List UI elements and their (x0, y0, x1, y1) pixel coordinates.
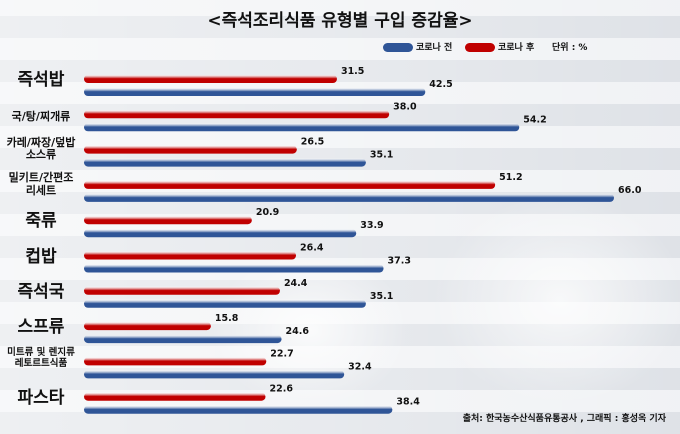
bar-before (84, 335, 282, 344)
unit-label: 단위 : % (552, 43, 588, 53)
value-label-before: 24.6 (286, 326, 310, 337)
value-label-after: 51.2 (499, 172, 522, 183)
category-label: 미트류 및 렌지류 레토르트식품 (7, 347, 75, 370)
value-label-before: 66.0 (618, 185, 642, 196)
value-label-after: 26.4 (300, 243, 324, 254)
bar-after (84, 392, 266, 401)
value-label-before: 38.4 (396, 397, 420, 408)
category-label: 밀키트/간편조 리세트 (8, 170, 74, 197)
source-credit: 출처: 한국농수산식품유통공사 , 그래픽 : 홍성옥 기자 (462, 414, 666, 424)
value-label-after: 22.6 (269, 384, 293, 395)
value-label-before: 35.1 (370, 291, 393, 302)
legend-swatch-after (465, 43, 495, 52)
bar-after (84, 322, 211, 331)
bar-before (84, 229, 357, 238)
legend-item-after: 코로나 후 (465, 40, 534, 53)
chart-title: <즉석조리식품 유형별 구입 증감율> (207, 11, 473, 31)
legend-label-after: 코로나 후 (498, 43, 535, 53)
bar-after (84, 216, 252, 225)
value-label-before: 37.3 (388, 256, 411, 267)
value-label-before: 54.2 (523, 114, 546, 125)
bar-after (84, 145, 297, 154)
category-label: 파스타 (17, 387, 65, 408)
category-label: 카레/짜장/덮밥 소스류 (6, 135, 76, 162)
value-label-after: 15.8 (215, 313, 239, 324)
bar-before (84, 299, 366, 308)
bar-after (84, 286, 280, 295)
category-label: 즉석밥 (17, 70, 65, 90)
category-label: 죽류 (25, 211, 57, 232)
bar-after (84, 180, 496, 189)
bar-before (84, 264, 384, 273)
value-label-after: 22.7 (270, 348, 293, 359)
value-label-after: 38.0 (393, 101, 417, 112)
bar-before (84, 88, 426, 96)
category-label: 스프류 (17, 317, 65, 338)
bar-before (84, 193, 614, 202)
legend-label-before: 코로나 전 (416, 43, 453, 53)
value-label-after: 31.5 (341, 66, 364, 77)
category-label: 컵밥 (25, 246, 57, 267)
bar-before (84, 370, 345, 379)
bar-before (84, 158, 366, 167)
value-label-before: 35.1 (370, 150, 393, 161)
legend-swatch-before (383, 43, 413, 52)
value-label-before: 32.4 (348, 361, 372, 372)
bar-before (84, 405, 393, 414)
bar-after (84, 357, 267, 366)
value-label-after: 24.4 (284, 278, 308, 289)
legend-item-before: 코로나 전 (383, 40, 452, 53)
value-label-before: 33.9 (360, 220, 383, 231)
bar-after (84, 75, 337, 83)
bar-before (84, 123, 520, 132)
bar-after (84, 251, 296, 260)
value-label-after: 20.9 (256, 207, 279, 218)
category-label: 즉석국 (17, 281, 65, 302)
value-label-before: 42.5 (429, 79, 452, 90)
value-label-after: 26.5 (301, 137, 324, 148)
bar-after (84, 110, 390, 119)
category-label: 국/탕/찌개류 (11, 110, 71, 124)
